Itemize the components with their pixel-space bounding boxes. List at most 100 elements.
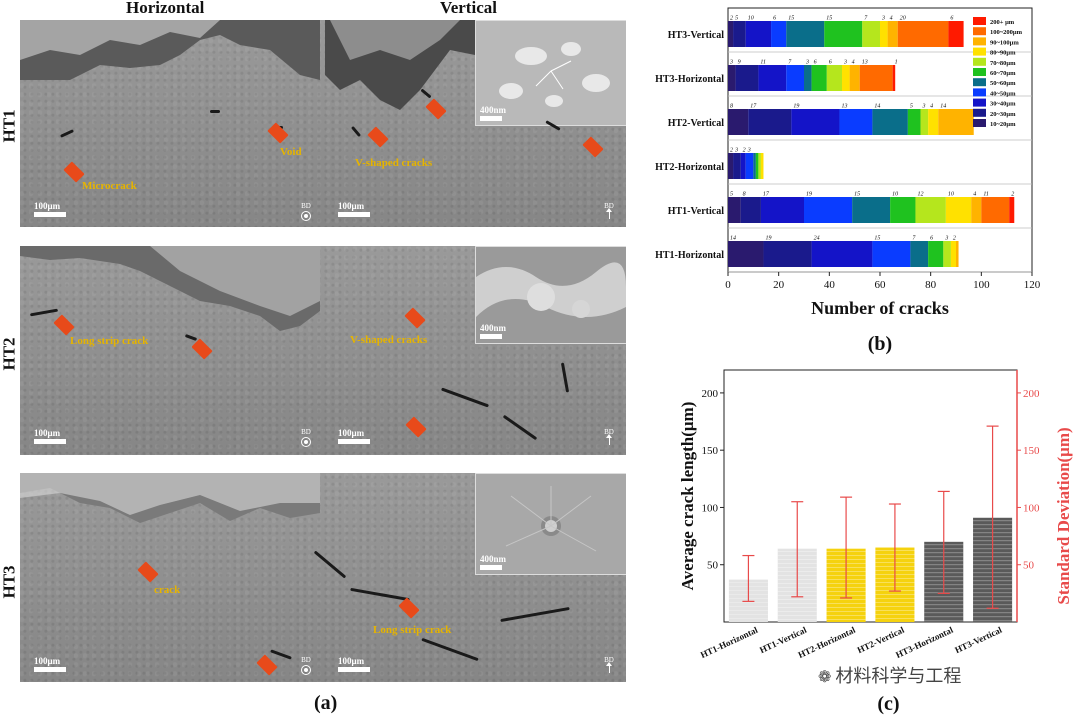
bar-segment	[733, 153, 741, 179]
legend-label: 70~80μm	[990, 60, 1016, 67]
bar-segment	[950, 241, 956, 267]
chart-c: 5010015020050100150200HT1-HorizontalHT1-…	[678, 369, 1073, 715]
bar-segment	[753, 153, 756, 179]
bar-segment	[945, 197, 972, 223]
data-label: 2	[743, 148, 746, 154]
data-label: 14	[940, 103, 946, 110]
bar-segment	[758, 65, 787, 91]
legend-swatch	[973, 27, 986, 36]
category-label: HT2-Vertical	[668, 118, 725, 129]
y-tick-label: 200	[702, 388, 719, 400]
data-label: 2	[1011, 192, 1014, 198]
data-label: 7	[788, 60, 792, 66]
x-axis-label: Number of cracks	[811, 298, 949, 318]
category-label: HT1-Vertical	[668, 206, 725, 217]
bar-segment	[811, 65, 827, 91]
data-label: 9	[738, 60, 741, 66]
bd-out-of-plane-icon	[301, 665, 311, 675]
data-label: 2	[953, 236, 956, 242]
legend-label: 10~20μm	[990, 121, 1016, 128]
legend-swatch	[973, 57, 986, 66]
data-label: 17	[763, 192, 770, 198]
y-right-tick-label: 150	[1023, 445, 1040, 457]
data-label: 14	[874, 103, 880, 110]
legend-swatch	[973, 68, 986, 76]
row-label-ht2: HT2	[0, 337, 19, 371]
bar-segment	[728, 21, 734, 47]
data-label: 8	[743, 192, 746, 198]
inset-ht1: 400nm	[475, 20, 626, 126]
watermark: ❁ 材料科学与工程	[818, 662, 961, 688]
bar-segment	[735, 65, 759, 91]
fracture-surface	[20, 20, 626, 130]
bd-up-arrow-icon	[605, 662, 612, 673]
legend: 200+ μm 100~200μm 90~100μm 80~90μm 70~80μm 60…	[973, 17, 1023, 128]
sem-image-ht1: 400nm Microcrack Void V-shaped cracks 10…	[20, 20, 626, 227]
data-label: 11	[760, 60, 766, 66]
legend-label: 100~200μm	[990, 29, 1023, 36]
data-label: 4	[973, 191, 976, 198]
bar-segment	[956, 241, 959, 267]
legend-swatch	[973, 98, 986, 107]
legend-label: 80~90μm	[990, 50, 1016, 57]
bar-segment	[728, 109, 749, 135]
col-header-horizontal: Horizontal	[126, 0, 205, 17]
bar-segment	[755, 153, 759, 179]
data-label: 13	[862, 60, 868, 66]
row-label-ht3: HT3	[0, 565, 19, 599]
bd-up-arrow-icon	[605, 434, 612, 445]
label-v-shaped-cracks: V-shaped cracks	[355, 157, 433, 169]
bd-out-of-plane-icon	[301, 211, 311, 221]
data-label: 4	[852, 59, 855, 66]
data-label: 6	[829, 60, 832, 66]
legend-swatch	[973, 108, 986, 117]
label-v-shaped-cracks: V-shaped cracks	[350, 334, 428, 346]
data-label: 20	[900, 16, 906, 22]
bar-segment	[892, 65, 896, 91]
y-right-tick-label: 200	[1023, 388, 1040, 400]
bar-segment	[758, 153, 761, 179]
x-tick-label: 60	[875, 279, 887, 291]
bar-segment	[887, 21, 898, 47]
category-label: HT3-Vertical	[668, 30, 725, 41]
bar-segment	[928, 241, 944, 267]
label-crack: crack	[154, 584, 181, 596]
data-label: 8	[730, 104, 733, 110]
bar-segment	[880, 21, 888, 47]
data-label: 5	[730, 192, 733, 198]
bar-segment	[981, 197, 1010, 223]
x-tick-label: 40	[824, 279, 836, 291]
bd-label: BD	[301, 428, 311, 436]
x-tick-label: 80	[925, 279, 937, 291]
bar-segment	[859, 65, 893, 91]
inset-ht3: 400nm	[475, 473, 626, 575]
data-label: 6	[930, 236, 933, 242]
y-tick-label: 100	[702, 502, 719, 514]
legend-label: 40~50μm	[990, 90, 1016, 97]
panel-label-c: (c)	[877, 693, 899, 715]
bar-segment	[740, 153, 746, 179]
bar-segment	[890, 197, 916, 223]
data-label: 1	[895, 60, 898, 66]
data-label: 6	[950, 16, 953, 22]
data-label: 3	[922, 104, 926, 110]
data-label: 3	[729, 60, 733, 66]
data-label: 2	[730, 148, 733, 154]
bar-segment	[728, 197, 741, 223]
x-tick-label: 100	[973, 279, 990, 291]
x-tick-label: 20	[773, 279, 785, 291]
data-label: 3	[843, 60, 847, 66]
legend-label: 30~40μm	[990, 101, 1016, 108]
legend-swatch	[973, 88, 986, 97]
data-label: 3	[881, 16, 885, 22]
panel-label-b: (b)	[868, 333, 892, 355]
fracture-surface	[20, 473, 626, 543]
data-label: 7	[864, 16, 868, 22]
data-label: 10	[748, 16, 754, 22]
x-tick-label: HT3-Vertical	[953, 625, 1004, 656]
data-label: 15	[854, 192, 860, 198]
bd-label: BD	[301, 202, 311, 210]
bar-segment	[760, 153, 764, 179]
bar-segment	[728, 153, 734, 179]
